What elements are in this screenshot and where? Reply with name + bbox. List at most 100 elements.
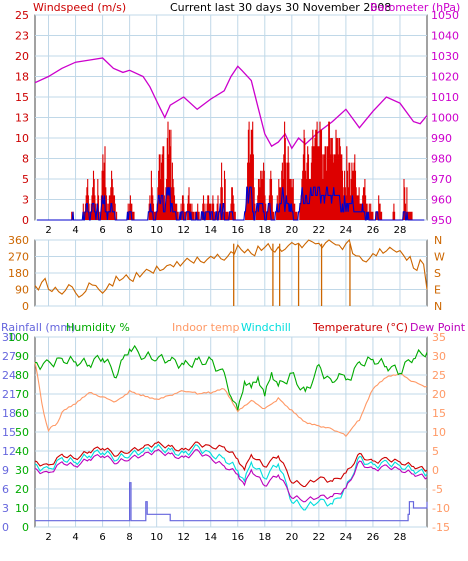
temp-y-tick-label: 35 bbox=[432, 331, 446, 344]
temp-x-tick-label: 28 bbox=[394, 532, 407, 543]
temp-y-tick-label: 0 bbox=[432, 464, 439, 477]
wind-x-tick-label: 24 bbox=[340, 225, 353, 236]
wind-y-tick-label: 0 bbox=[22, 214, 29, 227]
wind-y-tick-label: 25 bbox=[15, 9, 29, 22]
humidity-y-tick-label: 10 bbox=[15, 502, 29, 515]
wind-x-tick-label: 10 bbox=[150, 225, 163, 236]
wind-x-tick-label: 14 bbox=[204, 225, 217, 236]
dewpoint-title: Dew Point bbox=[410, 321, 466, 334]
temp-x-tick-label: 6 bbox=[99, 532, 105, 543]
temp-x-tick-label: 14 bbox=[204, 532, 217, 543]
temp-y-tick-label: 10 bbox=[432, 426, 446, 439]
humidity-y-tick-label: 90 bbox=[15, 350, 29, 363]
direction-y-tick-label: 360 bbox=[8, 234, 29, 247]
direction-y-tick-label: 0 bbox=[22, 300, 29, 313]
barometer-title: Barometer (hPa) bbox=[370, 1, 460, 14]
baro-y-tick-label: 970 bbox=[431, 173, 452, 186]
rain-y-tick-label: 6 bbox=[2, 483, 9, 496]
rainfall-title: Rainfall (mm) bbox=[1, 321, 75, 334]
wind-y-tick-label: 8 bbox=[22, 153, 29, 166]
rain-y-tick-label: 15 bbox=[2, 426, 16, 439]
temp-y-tick-label: -15 bbox=[432, 521, 450, 534]
wind-x-tick-label: 16 bbox=[231, 225, 244, 236]
wind-y-tick-label: 23 bbox=[15, 30, 29, 43]
humidity-y-tick-label: 50 bbox=[15, 426, 29, 439]
compass-tick-label: S bbox=[434, 267, 441, 280]
temp-x-tick-label: 2 bbox=[45, 532, 51, 543]
wind-y-tick-label: 10 bbox=[15, 132, 29, 145]
baro-y-tick-label: 990 bbox=[431, 132, 452, 145]
humidity-y-tick-label: 80 bbox=[15, 369, 29, 382]
baro-y-tick-label: 960 bbox=[431, 194, 452, 207]
temp-y-tick-label: 5 bbox=[432, 445, 439, 458]
wind-y-tick-label: 15 bbox=[15, 91, 29, 104]
wind-x-tick-label: 4 bbox=[72, 225, 78, 236]
humidity-y-tick-label: 40 bbox=[15, 445, 29, 458]
rain-y-tick-label: 21 bbox=[2, 388, 16, 401]
indoor-title: Indoor temp bbox=[172, 321, 239, 334]
barometer-line bbox=[34, 57, 428, 150]
wind-average-line bbox=[37, 186, 425, 221]
baro-y-tick-label: 1010 bbox=[431, 91, 459, 104]
wind-x-tick-label: 12 bbox=[177, 225, 190, 236]
wind-gust-bars bbox=[71, 121, 413, 220]
temp-y-tick-label: 25 bbox=[432, 369, 446, 382]
humidity-y-tick-label: 30 bbox=[15, 464, 29, 477]
baro-y-tick-label: 1000 bbox=[431, 112, 459, 125]
compass-tick-label: E bbox=[434, 284, 441, 297]
humidity-y-tick-label: 100 bbox=[8, 331, 29, 344]
rain-y-tick-label: 12 bbox=[2, 445, 16, 458]
rain-y-tick-label: 30 bbox=[2, 331, 16, 344]
baro-y-tick-label: 1030 bbox=[431, 50, 459, 63]
humidity-y-tick-label: 60 bbox=[15, 407, 29, 420]
wind-direction-panel: 0 N 90 E 180 S 270 W 360 N bbox=[8, 234, 445, 313]
temp-x-tick-label: 24 bbox=[340, 532, 353, 543]
wind-y-tick-label: 18 bbox=[15, 71, 29, 84]
temp-x-tick-label: 22 bbox=[312, 532, 325, 543]
temp-x-tick-label: 12 bbox=[177, 532, 190, 543]
wind-x-tick-label: 20 bbox=[285, 225, 298, 236]
humidity-title: Humidity % bbox=[66, 321, 130, 334]
rain-y-tick-label: 18 bbox=[2, 407, 16, 420]
baro-y-tick-label: 950 bbox=[431, 214, 452, 227]
wind-y-tick-label: 3 bbox=[22, 194, 29, 207]
humidity-line bbox=[34, 344, 428, 411]
baro-y-tick-label: 1050 bbox=[431, 9, 459, 22]
temperature-title: Temperature (°C) bbox=[312, 321, 408, 334]
wind-x-tick-label: 18 bbox=[258, 225, 271, 236]
direction-y-tick-label: 180 bbox=[8, 267, 29, 280]
temp-y-tick-label: 15 bbox=[432, 407, 446, 420]
wind-y-tick-label: 5 bbox=[22, 173, 29, 186]
wind-x-tick-label: 8 bbox=[126, 225, 132, 236]
baro-y-tick-label: 980 bbox=[431, 153, 452, 166]
humidity-y-tick-label: 20 bbox=[15, 483, 29, 496]
direction-y-tick-label: 270 bbox=[8, 251, 29, 264]
temp-x-tick-label: 18 bbox=[258, 532, 271, 543]
rainfall-line bbox=[35, 482, 428, 522]
wind-x-tick-label: 28 bbox=[394, 225, 407, 236]
humidity-y-tick-label: 0 bbox=[22, 521, 29, 534]
rain-y-tick-label: 9 bbox=[2, 464, 9, 477]
wind-x-tick-label: 6 bbox=[99, 225, 105, 236]
compass-tick-label: N bbox=[434, 234, 442, 247]
wind-y-tick-label: 13 bbox=[15, 112, 29, 125]
wind-y-tick-label: 20 bbox=[15, 50, 29, 63]
windchill-line bbox=[34, 443, 428, 511]
wind-x-tick-label: 2 bbox=[45, 225, 51, 236]
wind-x-tick-label: 22 bbox=[312, 225, 325, 236]
temp-y-tick-label: -10 bbox=[432, 502, 450, 515]
dewpoint-line bbox=[34, 448, 428, 503]
temp-x-tick-label: 8 bbox=[126, 532, 132, 543]
temp-x-tick-label: 20 bbox=[285, 532, 298, 543]
rain-y-tick-label: 3 bbox=[2, 502, 9, 515]
temp-y-tick-label: 20 bbox=[432, 388, 446, 401]
baro-y-tick-label: 1040 bbox=[431, 30, 459, 43]
indoor-temp-line bbox=[34, 362, 428, 438]
rain-y-tick-label: 27 bbox=[2, 350, 16, 363]
baro-y-tick-label: 1020 bbox=[431, 71, 459, 84]
current-title: Current last 30 days 30 November 2008 bbox=[170, 1, 391, 14]
wind-direction-line bbox=[34, 238, 428, 298]
rain-y-tick-label: 24 bbox=[2, 369, 16, 382]
